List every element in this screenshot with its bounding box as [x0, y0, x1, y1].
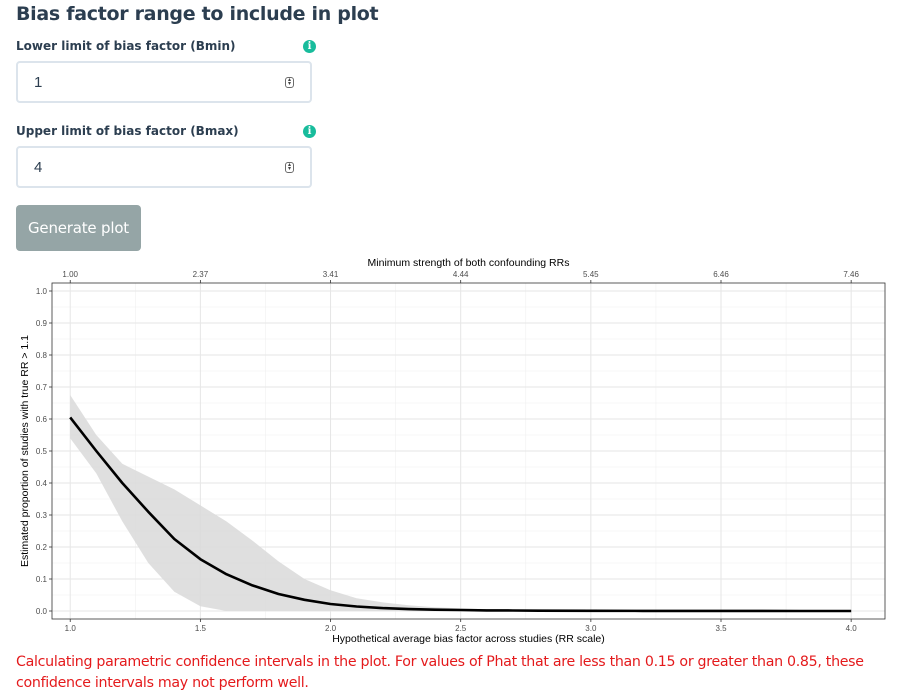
section-title: Bias factor range to include in plot [16, 3, 379, 25]
bmax-input-box[interactable]: ▴▾ [16, 146, 312, 188]
x-tick-label: 2.0 [325, 624, 337, 633]
plot-svg: 1.0 1.5 2.0 2.5 3.0 3.5 4.0 1.00 2.37 3.41 4.44 5.4… [19, 257, 886, 645]
x-tick-label: 1.5 [195, 624, 207, 633]
y-tick-label: 0.7 [36, 383, 48, 392]
y-tick-label: 0.5 [36, 447, 48, 456]
ci-warning-text: Calculating parametric confidence interv… [16, 654, 864, 691]
y-tick-label: 1.0 [36, 287, 48, 296]
top-tick-label: 7.46 [843, 270, 859, 279]
x-tick-label: 4.0 [846, 624, 858, 633]
y-tick-label: 0.9 [36, 319, 48, 328]
y-tick-label: 0.4 [36, 479, 48, 488]
top-tick-label: 1.00 [62, 270, 78, 279]
x-axis-title: Hypothetical average bias factor across … [332, 633, 605, 645]
bmin-input-box[interactable]: ▴▾ [16, 61, 312, 103]
x-tick-label: 3.0 [585, 624, 597, 633]
top-tick-label: 3.41 [323, 270, 339, 279]
top-tick-label: 5.45 [583, 270, 599, 279]
bmin-input[interactable] [32, 73, 276, 92]
top-tick-label: 2.37 [193, 270, 209, 279]
confidence-band [70, 395, 852, 611]
y-tick-label: 0.0 [36, 607, 48, 616]
number-spinner-icon[interactable]: ▴ ▾ [285, 77, 294, 88]
top-tick-label: 4.44 [453, 270, 469, 279]
x-tick-label: 3.5 [715, 624, 727, 633]
y-tick-label: 0.3 [36, 511, 48, 520]
info-icon[interactable]: i [303, 125, 316, 138]
bmin-label: Lower limit of bias factor (Bmin) [16, 39, 236, 53]
proportion-line [69, 416, 852, 613]
y-tick-label: 0.6 [36, 415, 48, 424]
y-tick-label: 0.1 [36, 575, 48, 584]
bmax-label: Upper limit of bias factor (Bmax) [16, 124, 239, 138]
x-tick-label: 2.5 [455, 624, 467, 633]
bias-plot: 1.0 1.5 2.0 2.5 3.0 3.5 4.0 1.00 2.37 3.41 4.44 5.4… [0, 252, 922, 647]
x-tick-label: 1.0 [65, 624, 77, 633]
number-spinner-icon[interactable]: ▴ ▾ [285, 162, 294, 173]
y-tick-label: 0.8 [36, 351, 48, 360]
y-tick-label: 0.2 [36, 543, 48, 552]
top-tick-label: 6.46 [713, 270, 729, 279]
info-icon[interactable]: i [303, 40, 316, 53]
top-axis-title: Minimum strength of both confounding RRs [368, 257, 570, 269]
bmax-input[interactable] [32, 158, 276, 177]
generate-plot-button[interactable]: Generate plot [16, 205, 141, 251]
y-axis-title: Estimated proportion of studies with tru… [19, 335, 31, 567]
